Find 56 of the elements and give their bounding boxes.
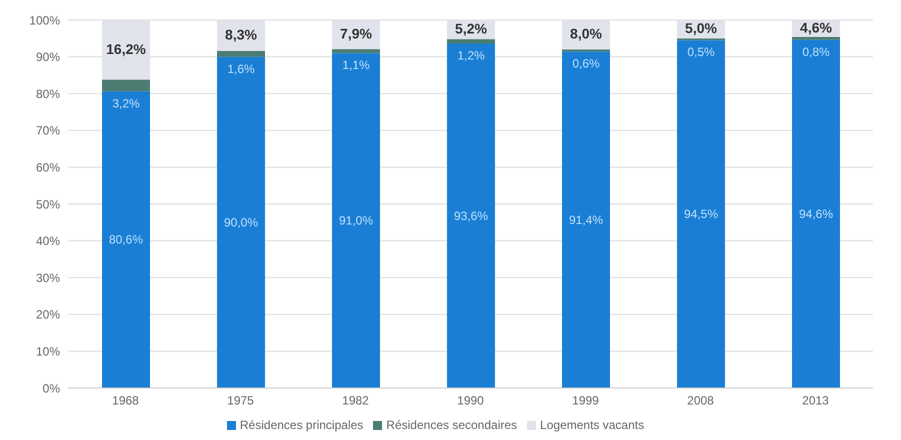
y-tick-label: 0% (42, 381, 60, 396)
bar (792, 36, 840, 40)
data-label: 16,2% (106, 40, 146, 57)
x-tick-label: 1968 (112, 394, 140, 408)
bar (562, 52, 610, 388)
bar (447, 39, 495, 44)
y-tick-label: 40% (36, 234, 60, 248)
data-label: 5,2% (455, 20, 488, 37)
data-label: 8,3% (225, 26, 258, 43)
data-label: 1,1% (342, 58, 370, 72)
data-label: 4,6% (800, 19, 832, 36)
y-tick-label: 60% (36, 160, 60, 174)
bar (102, 91, 150, 388)
bar (102, 20, 150, 80)
bar (217, 50, 265, 57)
data-label: 1,2% (457, 48, 485, 63)
bar (332, 49, 380, 54)
data-label: 1,6% (227, 62, 255, 76)
y-tick-label: 80% (36, 86, 60, 101)
x-tick-label: 1982 (342, 394, 370, 408)
data-label: 91,4% (568, 212, 604, 227)
data-label: 94,5% (684, 207, 718, 222)
data-label: 0,8% (802, 44, 830, 59)
y-tick-label: 30% (36, 270, 60, 285)
legend-label: Logements vacants (540, 418, 644, 432)
data-label: 91,0% (338, 214, 374, 228)
x-tick-label: 2013 (802, 394, 830, 408)
x-tick-label: 2008 (687, 394, 714, 408)
data-label: 94,6% (798, 206, 834, 221)
bar (102, 80, 150, 92)
y-tick-label: 70% (36, 124, 60, 138)
y-tick-label: 90% (36, 50, 60, 64)
data-label: 80,6% (108, 232, 144, 247)
bar (562, 49, 610, 52)
y-tick-label: 10% (36, 344, 60, 358)
data-label: 3,2% (112, 96, 140, 110)
data-label: 7,9% (340, 26, 372, 42)
x-tick-label: 1990 (457, 394, 484, 408)
data-label: 0,5% (687, 45, 715, 60)
x-tick-label: 1999 (572, 394, 600, 408)
y-tick-label: 100% (29, 13, 60, 28)
bar (447, 44, 495, 388)
data-label: 93,6% (454, 208, 488, 223)
y-tick-label: 20% (36, 308, 60, 322)
data-label: 5,0% (685, 20, 718, 36)
data-label: 0,6% (572, 56, 600, 71)
data-label: 90,0% (224, 215, 258, 230)
bar (792, 40, 840, 388)
data-label: 8,0% (570, 26, 602, 42)
legend-label: Résidences principales (240, 418, 364, 432)
legend-label: Résidences secondaires (386, 418, 518, 432)
x-tick-label: 1975 (227, 394, 254, 408)
bar (217, 56, 265, 388)
bar (332, 53, 380, 388)
y-tick-label: 50% (36, 197, 60, 212)
bar (677, 40, 725, 388)
